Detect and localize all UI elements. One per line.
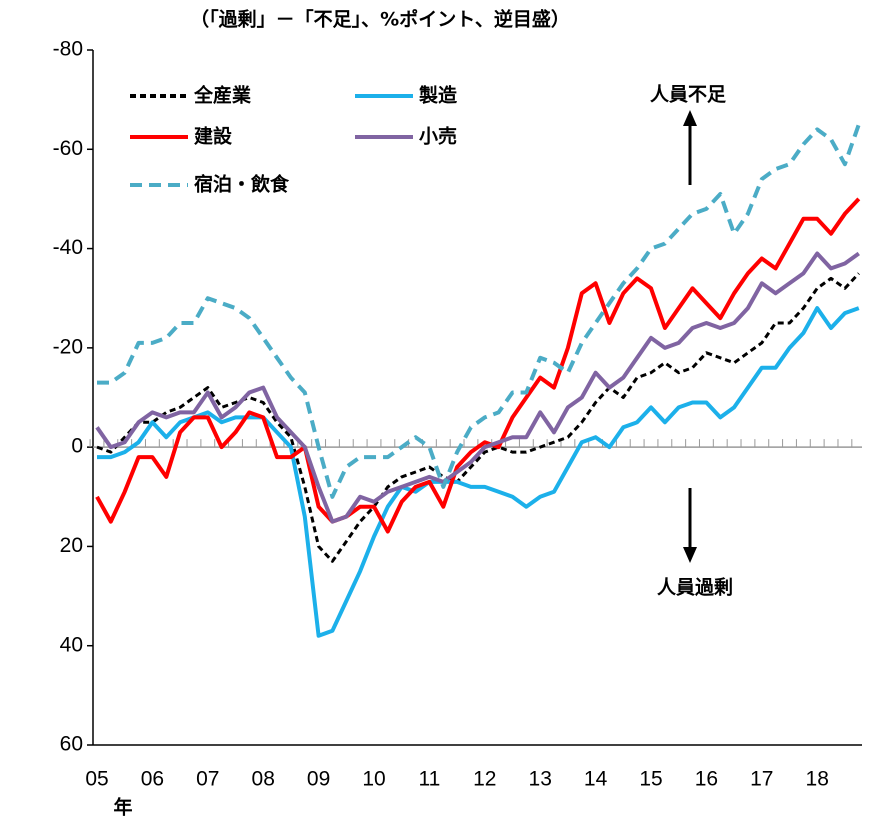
x-tick-label: 07 (196, 768, 219, 791)
x-tick-label: 10 (362, 768, 385, 791)
x-tick-label: 15 (639, 768, 662, 791)
legend-label: 宿泊・飲食 (194, 173, 290, 196)
x-tick-label: 14 (584, 768, 608, 791)
annotation: 人員過剰 (657, 576, 733, 599)
y-tick-label: -60 (53, 137, 83, 160)
x-tick-label: 18 (806, 768, 829, 791)
legend-label: 全産業 (193, 84, 252, 107)
line-series (96, 272, 860, 563)
chart-subtitle: （「過剰」－「不足」、%ポイント、逆目盛） (190, 8, 570, 31)
line-series (95, 197, 861, 534)
y-tick-label: 60 (60, 733, 83, 756)
y-tick-label: -20 (53, 335, 83, 358)
legend-label: 小売 (419, 125, 457, 148)
x-tick-label: 17 (750, 768, 773, 791)
line-series (95, 251, 860, 524)
x-tick-label: 13 (529, 768, 552, 791)
arrow-down (683, 488, 697, 563)
x-axis-label: 年 (113, 796, 132, 819)
line-series (97, 123, 861, 499)
y-tick-label: -40 (53, 236, 83, 259)
x-tick-label: 08 (252, 768, 275, 791)
y-tick-label: 0 (71, 435, 83, 458)
x-tick-label: 12 (473, 768, 496, 791)
x-tick-label: 09 (307, 768, 330, 791)
x-tick-label: 11 (418, 768, 440, 791)
line-series (97, 306, 860, 638)
x-tick-label: 16 (695, 768, 718, 791)
y-tick-label: -80 (53, 38, 83, 61)
legend-label: 建設 (194, 125, 233, 148)
y-tick-label: 20 (60, 534, 83, 557)
legend-label: 製造 (418, 84, 458, 107)
y-tick-label: 40 (60, 633, 83, 656)
arrow-up (683, 110, 697, 185)
x-tick-label: 05 (85, 768, 108, 791)
annotation: 人員不足 (650, 84, 727, 106)
x-tick-label: 06 (141, 768, 164, 791)
